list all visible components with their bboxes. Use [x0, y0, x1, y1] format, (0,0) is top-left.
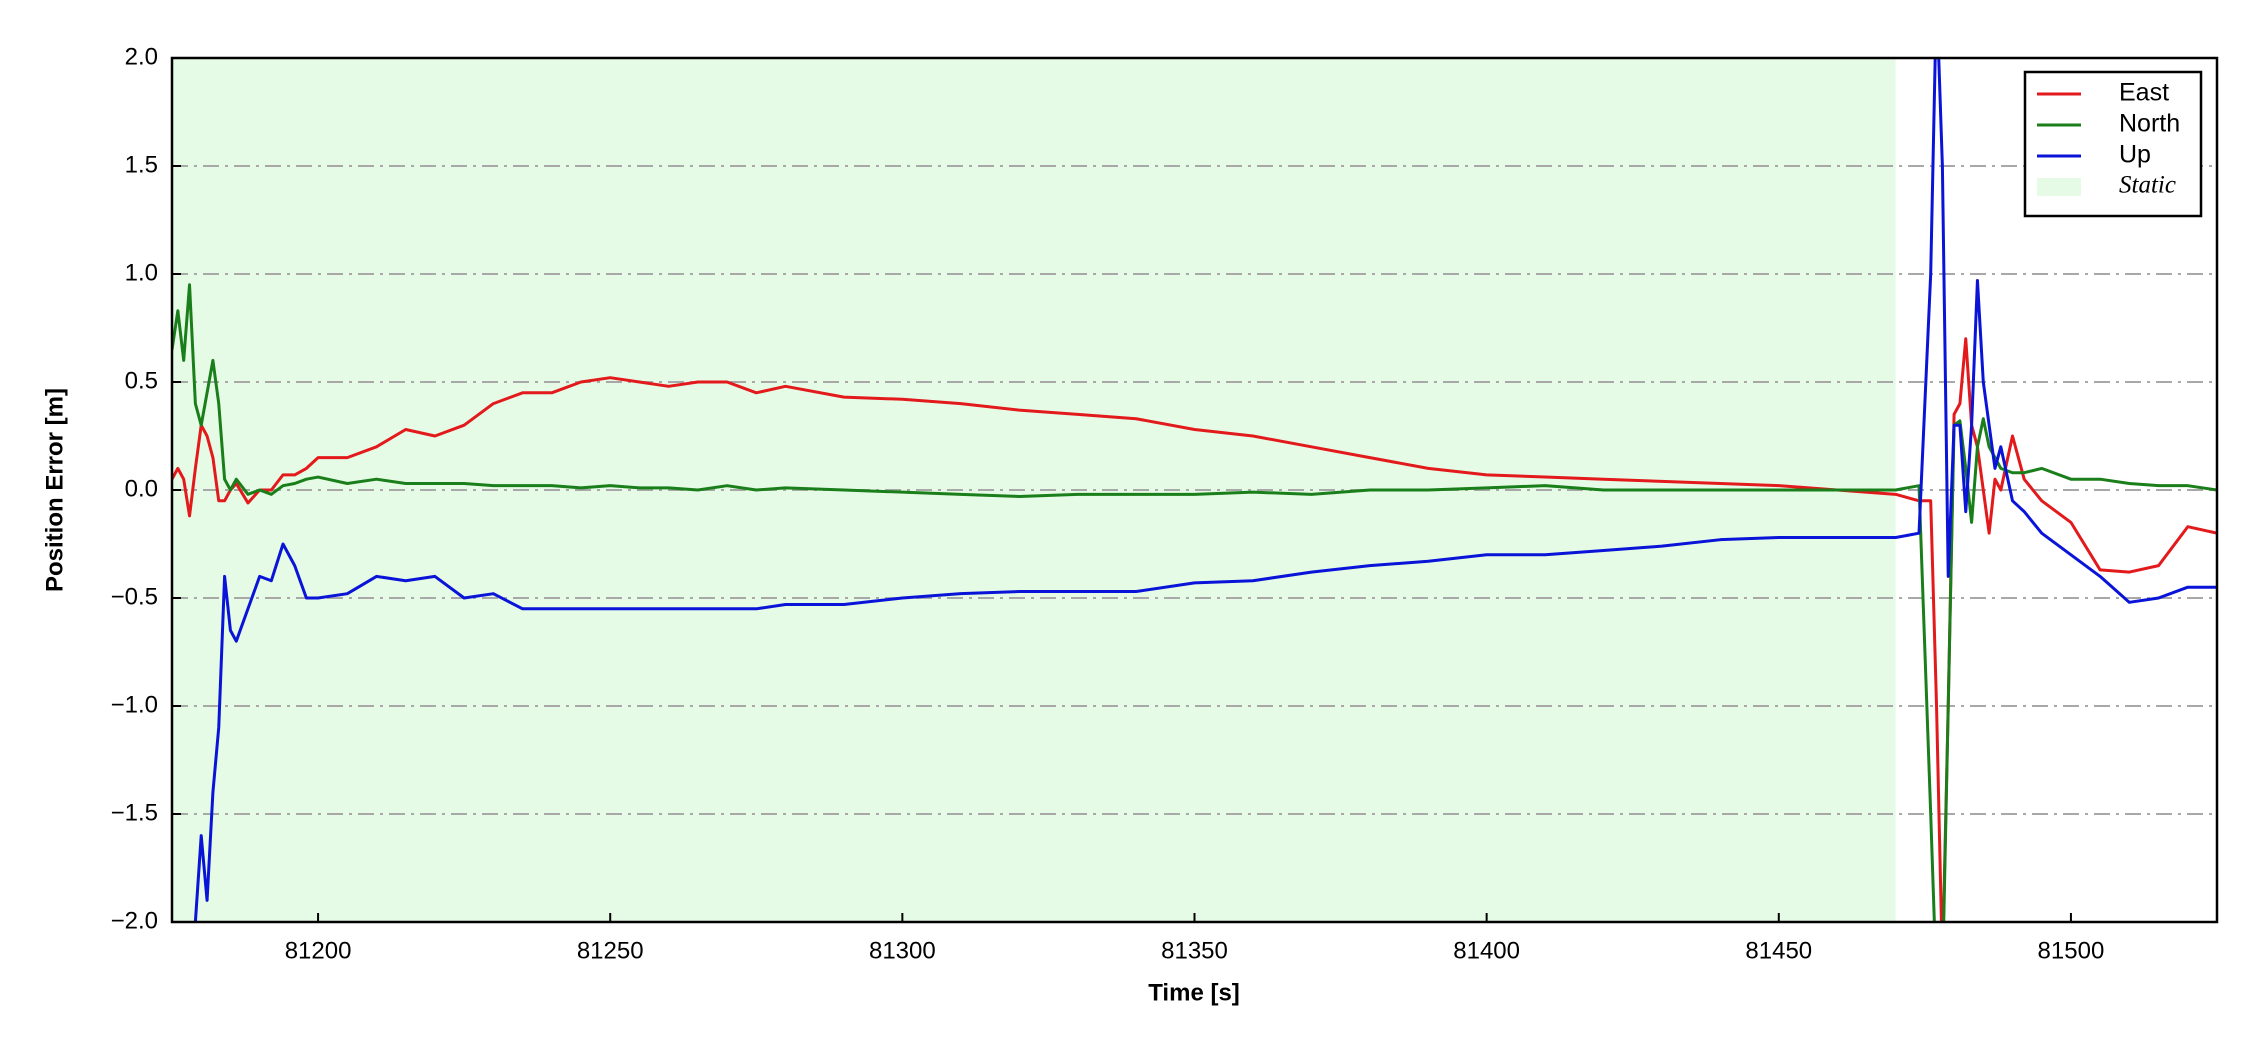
- y-axis-label: Position Error [m]: [41, 388, 68, 592]
- legend-label: Static: [2119, 172, 2176, 199]
- x-tick-label: 81400: [1453, 937, 1520, 964]
- y-tick-label: −1.0: [111, 691, 158, 718]
- x-axis-label: Time [s]: [1148, 979, 1240, 1006]
- legend-swatch: [2037, 178, 2081, 196]
- series-line: [172, 283, 2217, 922]
- x-tick-label: 81450: [1745, 937, 1812, 964]
- x-tick-label: 81300: [869, 937, 936, 964]
- y-tick-label: 2.0: [125, 43, 158, 70]
- legend-label: North: [2119, 110, 2180, 138]
- y-tick-label: 1.5: [125, 151, 158, 178]
- y-tick-label: −2.0: [111, 907, 158, 934]
- x-tick-label: 81350: [1161, 937, 1228, 964]
- y-tick-label: −1.5: [111, 799, 158, 826]
- series-line: [172, 337, 2217, 922]
- y-tick-label: 0.0: [125, 475, 158, 502]
- y-tick-label: 0.5: [125, 367, 158, 394]
- y-tick-label: 1.0: [125, 259, 158, 286]
- y-tick-label: −0.5: [111, 583, 158, 610]
- series-line: [193, 58, 2217, 922]
- x-tick-label: 81200: [285, 937, 352, 964]
- legend-label: East: [2119, 79, 2169, 107]
- legend-label: Up: [2119, 141, 2151, 169]
- x-tick-label: 81250: [577, 937, 644, 964]
- x-tick-label: 81500: [2038, 937, 2105, 964]
